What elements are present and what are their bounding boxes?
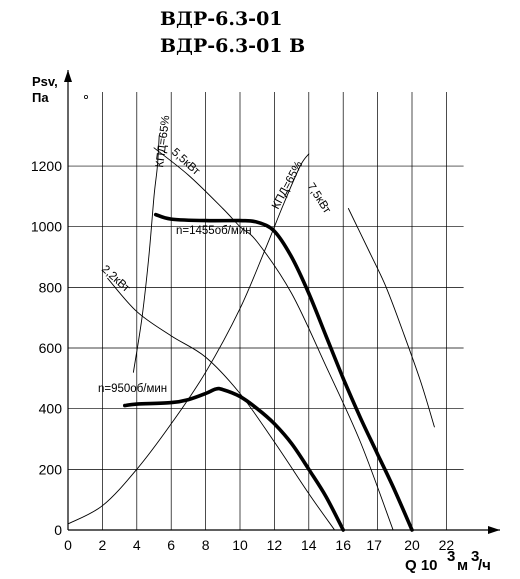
series-line-power-3 bbox=[347, 208, 435, 428]
marker-dot bbox=[84, 95, 89, 100]
x-tick-label: 12 bbox=[267, 537, 283, 553]
x-tick-label: 16 bbox=[335, 537, 351, 553]
series-label-kpd-2: КПД=65% bbox=[270, 159, 305, 211]
x-axis-label-exp2: 3 bbox=[471, 548, 479, 565]
x-axis-label-exp: 3 bbox=[447, 548, 455, 565]
x-tick-label: 2 bbox=[99, 537, 107, 553]
y-tick-label: 1000 bbox=[31, 219, 62, 235]
x-tick-label: 6 bbox=[167, 537, 175, 553]
chart-title-2: ВДР-6.3-01 В bbox=[160, 35, 306, 57]
series-line-power-2 bbox=[153, 147, 394, 531]
x-axis-label-unit: м bbox=[457, 557, 468, 574]
y-axis-label: Psv, bbox=[32, 74, 58, 89]
y-tick-label: 600 bbox=[39, 340, 63, 356]
x-tick-label: 10 bbox=[232, 537, 248, 553]
x-tick-label: 8 bbox=[202, 537, 210, 553]
x-axis-label-tail: /ч bbox=[478, 557, 491, 574]
series-line-efficiency-6 bbox=[67, 153, 310, 525]
y-axis-label-unit: Па bbox=[32, 90, 49, 105]
y-axis-arrow bbox=[64, 70, 72, 82]
y-tick-label: 400 bbox=[39, 401, 63, 417]
series-label-n950: n=950об/мин bbox=[98, 383, 167, 395]
series-line-speed-0 bbox=[153, 212, 414, 532]
series-line-power-4 bbox=[107, 277, 336, 531]
x-axis-arrow bbox=[488, 526, 500, 534]
series-line-efficiency-5 bbox=[132, 135, 160, 373]
y-tick-label: 1200 bbox=[31, 158, 62, 174]
series-label-2-2kw: 2,2кВт bbox=[99, 263, 133, 295]
series-line-speed-1 bbox=[123, 386, 345, 532]
y-tick-label: 200 bbox=[39, 461, 63, 477]
x-tick-label: 17 bbox=[366, 537, 382, 553]
y-tick-label: 0 bbox=[54, 522, 62, 538]
x-tick-label: 4 bbox=[133, 537, 141, 553]
chart-title-1: ВДР-6.3-01 bbox=[160, 8, 283, 30]
x-axis-label: Q 10 bbox=[405, 557, 438, 574]
x-tick-label: 0 bbox=[64, 537, 72, 553]
series-label-n1455: n=1455об/мин bbox=[176, 225, 252, 237]
x-tick-label: 14 bbox=[301, 537, 317, 553]
y-tick-label: 800 bbox=[39, 279, 63, 295]
x-tick-label: 20 bbox=[404, 537, 420, 553]
x-tick-label: 22 bbox=[439, 537, 455, 553]
